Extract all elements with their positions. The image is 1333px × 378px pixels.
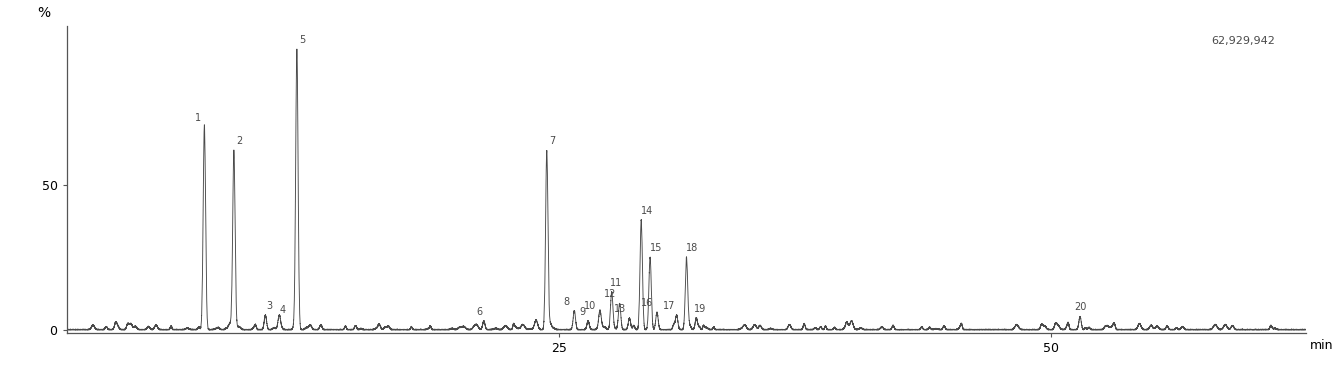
Text: 7: 7 <box>549 136 556 146</box>
Text: 10: 10 <box>584 301 596 311</box>
Text: 2: 2 <box>237 136 243 146</box>
Text: %: % <box>37 6 51 20</box>
Text: 9: 9 <box>579 307 585 317</box>
Text: 1: 1 <box>196 113 201 123</box>
Text: 13: 13 <box>613 304 625 314</box>
Text: 14: 14 <box>641 206 653 216</box>
Text: 3: 3 <box>267 301 272 311</box>
Text: 18: 18 <box>686 243 698 253</box>
Text: 11: 11 <box>609 278 621 288</box>
Text: 62,929,942: 62,929,942 <box>1212 36 1276 46</box>
Text: 15: 15 <box>649 243 663 253</box>
Text: 20: 20 <box>1074 302 1086 313</box>
Text: 16: 16 <box>641 298 653 308</box>
Text: 12: 12 <box>604 290 616 299</box>
Text: 17: 17 <box>663 301 674 311</box>
Text: 6: 6 <box>477 307 483 317</box>
Text: 8: 8 <box>564 297 569 307</box>
Text: 5: 5 <box>300 35 305 45</box>
Text: 4: 4 <box>280 305 287 315</box>
Text: 19: 19 <box>694 304 706 314</box>
Text: min: min <box>1310 339 1333 352</box>
